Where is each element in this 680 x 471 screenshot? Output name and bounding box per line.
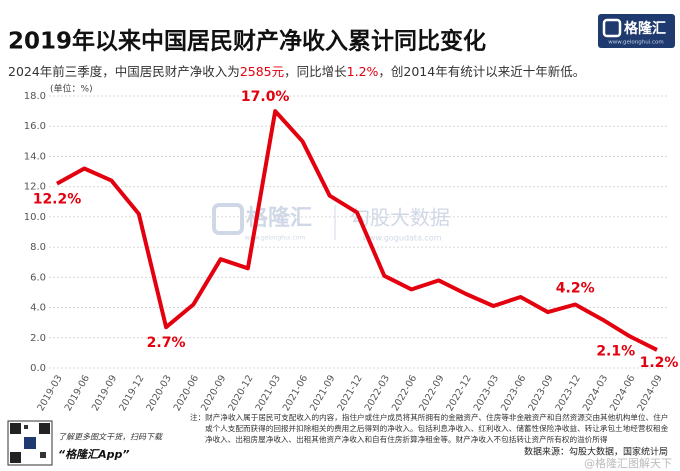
value-label: 12.2%: [33, 192, 82, 208]
value-label: 1.2%: [640, 355, 679, 371]
logo-name: 格隆汇: [624, 20, 666, 37]
x-tick-label: 2023-12: [554, 373, 583, 413]
y-tick-label: 10.0: [24, 212, 46, 223]
x-tick-label: 2024-06: [608, 373, 637, 413]
x-tick-label: 2023-03: [472, 373, 501, 413]
subtitle-part: 2024年前三季度，中国居民财产净收入为: [8, 64, 240, 79]
x-tick-label: 2019-09: [90, 373, 119, 413]
logo-icon: [602, 18, 622, 38]
subtitle-part: ，同比增长: [284, 64, 347, 79]
x-tick-label: 2019-06: [63, 373, 92, 413]
weibo-watermark: @格隆汇图解天下: [584, 456, 672, 470]
x-tick-label: 2022-03: [363, 373, 392, 413]
x-tick-label: 2022-12: [444, 373, 473, 413]
x-tick-label: 2023-09: [526, 373, 555, 413]
plot: 0.0 2.0 4.0 6.0 8.0 10.0 12.0 14.0 16.0 18.0 2019-…: [24, 89, 679, 413]
x-tick-label: 2021-06: [281, 373, 310, 413]
qr-finder: [39, 423, 50, 434]
subtitle-part: ，创2014年有统计以来近十年新低。: [378, 64, 585, 79]
footnote-line: 净收入、出租房屋净收入、出租其他资产净收入和自有住房折算净租金等。财产净收入不包…: [205, 434, 608, 444]
y-tick-label: 4.0: [30, 303, 46, 314]
data-line: [56, 109, 658, 352]
qr-dot: [24, 425, 28, 429]
footnote-line: 或个人支配而获得的回报并扣除相关的费用之后得到的净收入。包括利息净收入、红利收入…: [205, 423, 669, 433]
x-tick-label: 2020-12: [226, 373, 255, 413]
x-tick-label: 2020-03: [144, 373, 173, 413]
y-tick-label: 18.0: [24, 91, 46, 102]
value-label: 2.1%: [596, 343, 635, 359]
qr-code: [7, 420, 53, 466]
x-tick-label: 2021-12: [335, 373, 364, 413]
logo-url: www.gelonghui.com: [608, 40, 663, 46]
subtitle: 2024年前三季度，中国居民财产净收入为2585元，同比增长1.2%，创2014…: [8, 64, 585, 79]
y-tick-label: 12.0: [24, 182, 46, 193]
x-tick-label: 2022-09: [417, 373, 446, 413]
y-tick-label: 16.0: [24, 121, 46, 132]
qr-dot: [40, 452, 46, 458]
x-tick-label: 2019-12: [117, 373, 146, 413]
logo: 格隆汇 www.gelonghui.com: [598, 14, 675, 48]
qr-finder: [10, 423, 21, 434]
app-promo-text: 了解更多图文干货，扫码下载: [58, 433, 163, 442]
footnote: 注：财产净收入属于居民可支配收入的内容，指住户或住户成员将其所拥有的金融资产、住…: [190, 412, 669, 444]
y-tick-label: 8.0: [30, 242, 46, 253]
value-label: 4.2%: [556, 281, 595, 297]
logo-box: [598, 14, 675, 48]
x-tick-label: 2021-03: [254, 373, 283, 413]
watermark: 格隆汇 www.gelonghui.com 勾股大数据 www.gogudata…: [212, 203, 450, 243]
watermark-icon: [212, 203, 244, 235]
watermark-data-brand: 勾股大数据: [350, 206, 450, 230]
y-tick-label: 2.0: [30, 333, 46, 344]
x-tick-label: 2021-09: [308, 373, 337, 413]
x-tick-label: 2023-06: [499, 373, 528, 413]
footnote-line: 注：财产净收入属于居民可支配收入的内容，指住户或住户成员将其所拥有的金融资产、住…: [190, 412, 668, 422]
value-label: 2.7%: [147, 335, 186, 351]
subtitle-highlight: 1.2%: [347, 64, 379, 79]
x-tick-label: 2024-09: [635, 373, 664, 413]
x-tick-label: 2020-06: [172, 373, 201, 413]
qr-logo: [24, 437, 36, 449]
subtitle-highlight: 2585元: [240, 64, 284, 79]
y-tick-label: 0.0: [30, 363, 46, 374]
qr-finder: [10, 452, 21, 463]
value-label: 17.0%: [241, 89, 290, 105]
watermark-data-url: www.gogudata.com: [362, 234, 441, 243]
unit-label: (单位：%): [50, 83, 93, 95]
y-tick-label: 14.0: [24, 151, 46, 162]
x-tick-label: 2020-09: [199, 373, 228, 413]
x-tick-label: 2019-03: [35, 373, 64, 413]
y-tick-label: 6.0: [30, 272, 46, 283]
x-tick-label: 2022-06: [390, 373, 419, 413]
watermark-url: www.gelonghui.com: [245, 235, 306, 242]
x-tick-label: 2024-03: [581, 373, 610, 413]
chart-title: 2019年以来中国居民财产净收入累计同比变化: [8, 28, 486, 55]
source: 数据来源：勾股大数据，国家统计局: [524, 446, 668, 458]
app-promo-name: “格隆汇App”: [58, 448, 129, 461]
